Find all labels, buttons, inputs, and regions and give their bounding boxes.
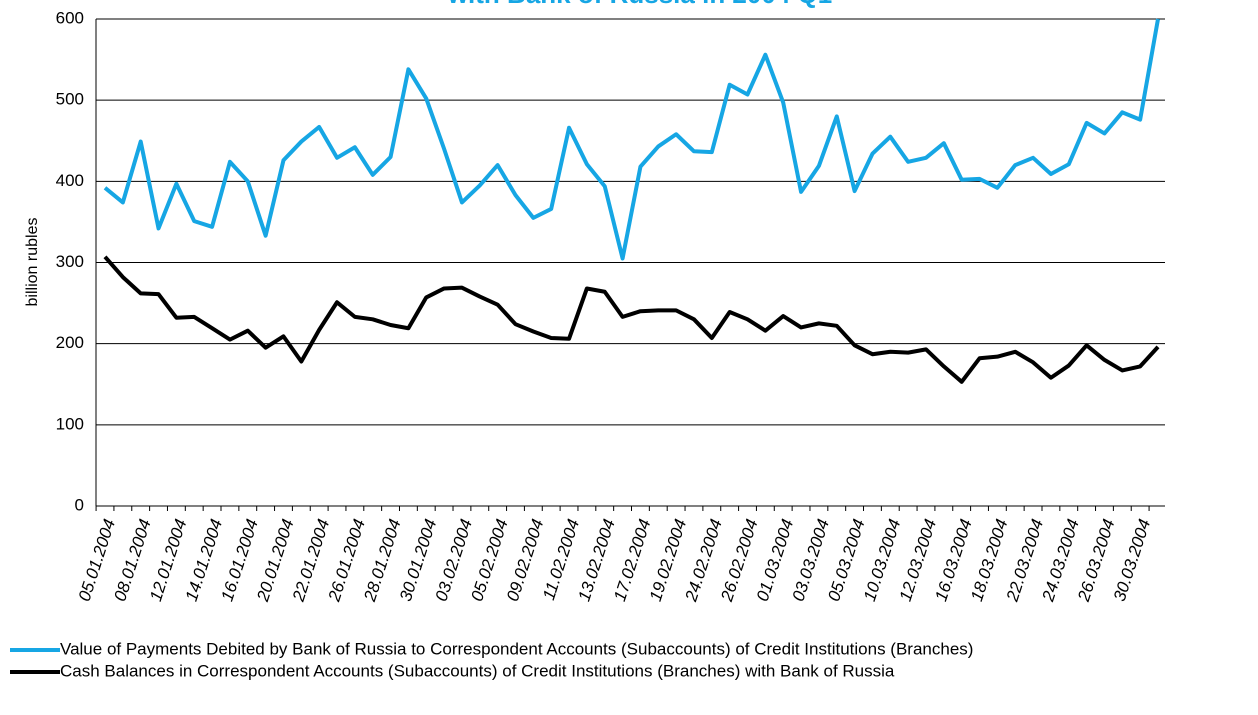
series-line: [103, 18, 1160, 261]
x-tick-label: 30.03.2004: [1110, 517, 1154, 604]
legend-label: Cash Balances in Correspondent Accounts …: [60, 661, 895, 680]
legend-label: Value of Payments Debited by Bank of Rus…: [60, 639, 973, 658]
y-axis-label: billion rubles: [24, 218, 41, 307]
series-line: [103, 255, 1160, 384]
y-tick-label: 100: [56, 414, 84, 433]
y-tick-label: 300: [56, 252, 84, 271]
y-tick-label: 500: [56, 90, 84, 109]
chart-title: with Bank of Russia in 2004 Q1: [447, 0, 832, 9]
y-tick-label: 0: [75, 495, 84, 514]
y-tick-label: 200: [56, 333, 84, 352]
y-tick-label: 600: [56, 8, 84, 27]
y-tick-label: 400: [56, 171, 84, 190]
